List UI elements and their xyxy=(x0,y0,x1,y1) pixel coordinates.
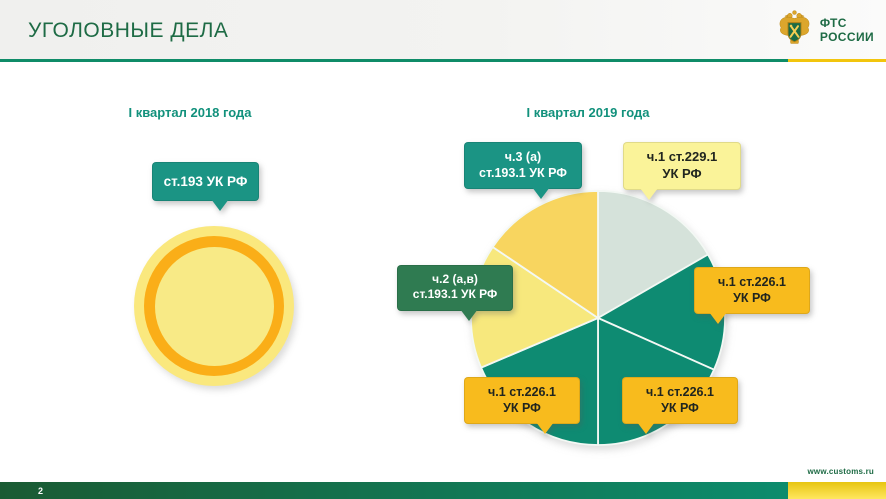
chart-title-2018: I квартал 2018 года xyxy=(128,105,252,120)
fts-emblem-icon xyxy=(779,10,810,44)
callout-ch3-st193-1: ч.3 (а) ст.193.1 УК РФ xyxy=(464,142,582,199)
footer-bar-yellow xyxy=(788,482,886,499)
callout-st193: ст.193 УК РФ xyxy=(152,162,259,212)
callout-line1: ч.1 ст.226.1 xyxy=(718,275,786,289)
callout-pointer-icon xyxy=(210,199,229,212)
logo-text-line1: ФТС xyxy=(819,15,847,30)
header-divider-green xyxy=(0,59,788,62)
callout-ch1-st226-1-right: ч.1 ст.226.1 УК РФ xyxy=(694,267,810,324)
callout-ch1-st226-1-bottom-right: ч.1 ст.226.1 УК РФ xyxy=(622,377,738,434)
callout-line2: ст.193.1 УК РФ xyxy=(479,166,567,180)
pie-2018-disc xyxy=(134,226,294,386)
footer-bar-green: 2 xyxy=(0,482,788,499)
callout-line1: ч.1 ст.229.1 xyxy=(646,149,718,164)
callout-line2: УК РФ xyxy=(662,165,702,181)
callout-pointer-icon xyxy=(532,187,551,199)
callout-pointer-icon xyxy=(640,188,659,201)
callout-pointer-icon xyxy=(535,422,554,434)
page-title: УГОЛОВНЫЕ ДЕЛА xyxy=(28,19,229,42)
callout-pointer-icon xyxy=(459,308,478,321)
callout-line1: ч.2 (а,в) xyxy=(432,272,478,286)
pie-2018-inner xyxy=(154,246,274,366)
callout-line1: ч.1 ст.226.1 xyxy=(646,385,714,399)
callout-pointer-icon xyxy=(636,422,655,434)
callout-line2: УК РФ xyxy=(503,401,541,415)
callout-st193-label: ст.193 УК РФ xyxy=(163,174,248,189)
chart-title-2019: I квартал 2019 года xyxy=(526,105,650,120)
callout-ch1-st226-1-bottom-left: ч.1 ст.226.1 УК РФ xyxy=(464,377,580,434)
callout-line2: УК РФ xyxy=(661,401,699,415)
logo-text-line2: РОССИИ xyxy=(819,29,874,44)
callout-line2: УК РФ xyxy=(733,291,771,305)
fts-logo: ФТС РОССИИ xyxy=(776,9,874,52)
callout-line1: ч.1 ст.226.1 xyxy=(488,385,556,399)
header-band: УГОЛОВНЫЕ ДЕЛА xyxy=(0,0,886,59)
pie-slice xyxy=(491,190,599,319)
pie-slice xyxy=(597,190,709,319)
callout-ch1-st229-1: ч.1 ст.229.1 УК РФ xyxy=(623,142,741,201)
callout-line2: ст.193.1 УК РФ xyxy=(412,287,498,302)
callout-line1: ч.3 (а) xyxy=(504,150,542,164)
callout-ch2-st193-1: ч.2 (а,в) ст.193.1 УК РФ xyxy=(397,265,513,321)
site-url: www.customs.ru xyxy=(807,467,874,476)
pie-2018-ring xyxy=(144,236,284,376)
callout-pointer-icon xyxy=(708,312,727,324)
header-divider-yellow xyxy=(788,59,886,62)
logo-text: ФТС РОССИИ xyxy=(819,15,874,45)
page-number: 2 xyxy=(38,486,44,496)
